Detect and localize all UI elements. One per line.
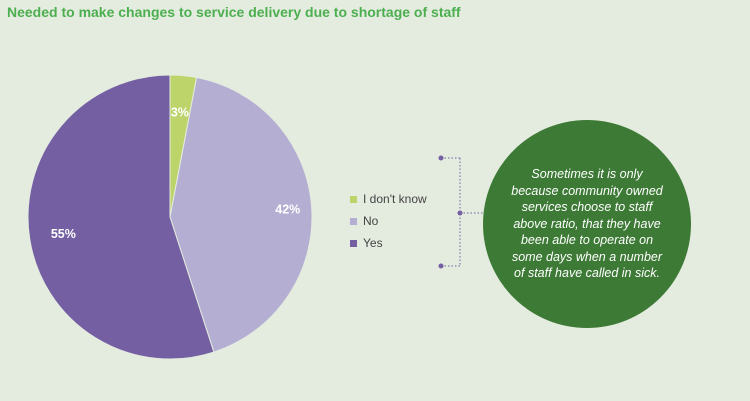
callout-bracket (438, 155, 483, 269)
legend-swatch (350, 195, 357, 203)
legend-item: No (350, 210, 427, 232)
bracket-dot-bottom (438, 263, 444, 269)
slice-value-label: 55% (51, 227, 76, 241)
chart-legend: I don't know No Yes (350, 188, 427, 254)
pie-slice-no (169, 76, 313, 353)
legend-swatch (350, 239, 357, 247)
quote-text: Sometimes it is only because community o… (511, 167, 663, 281)
bracket-dot-middle (457, 210, 463, 216)
legend-label: I don't know (363, 192, 427, 206)
legend-label: No (363, 214, 379, 228)
pie-slice-yes (27, 74, 215, 360)
slice-value-label: 42% (275, 203, 300, 217)
quote-callout: Sometimes it is only because community o… (483, 120, 691, 328)
legend-item: Yes (350, 232, 427, 254)
legend-item: I don't know (350, 188, 427, 210)
legend-swatch (350, 217, 357, 225)
legend-label: Yes (363, 236, 383, 250)
chart-title: Needed to make changes to service delive… (7, 4, 461, 20)
bracket-dot-top (438, 155, 444, 161)
slice-value-label: 3% (171, 105, 189, 119)
